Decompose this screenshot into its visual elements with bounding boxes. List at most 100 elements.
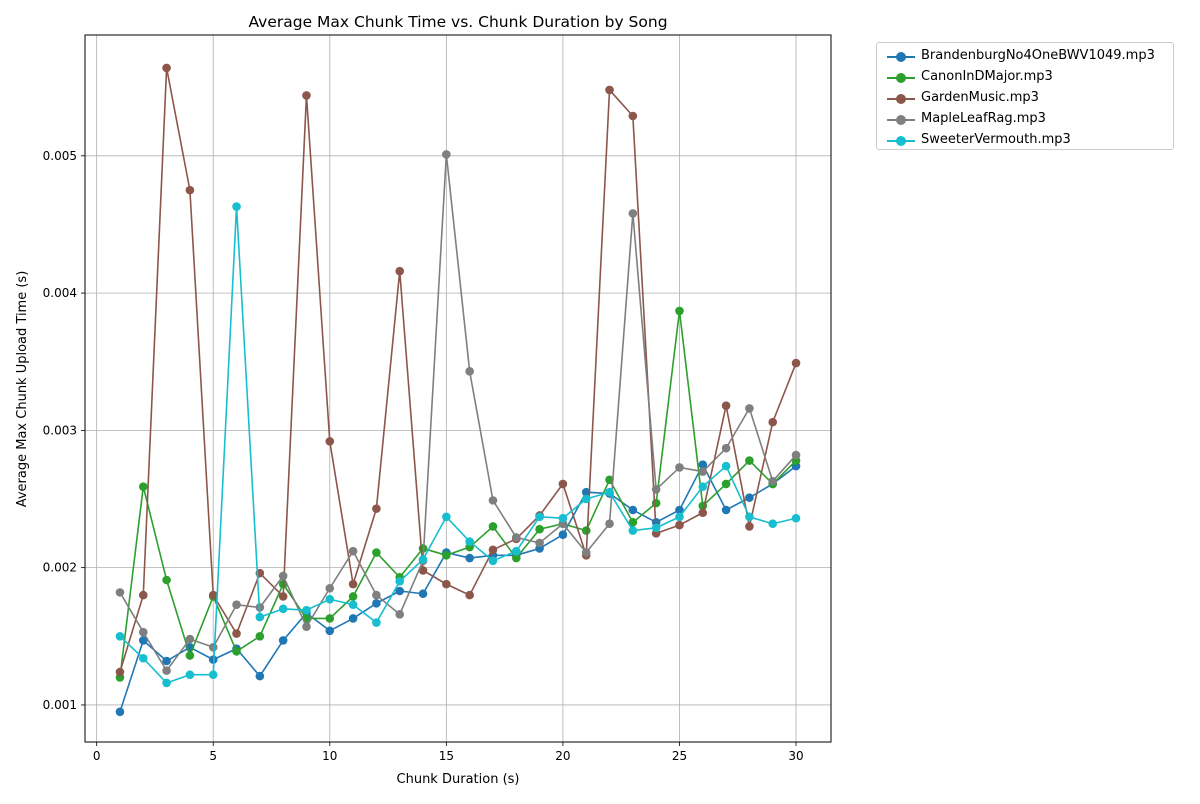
legend-item-brandenburg[interactable]: BrandenburgNo4OneBWV1049.mp3 <box>877 47 1175 67</box>
data-point <box>628 526 638 535</box>
legend-item-garden[interactable]: GardenMusic.mp3 <box>877 89 1175 109</box>
data-point <box>372 590 381 600</box>
data-point <box>465 590 474 600</box>
data-point <box>581 487 591 497</box>
data-point <box>675 306 684 316</box>
x-tick-label: 0 <box>93 749 101 763</box>
data-point <box>488 556 498 566</box>
legend-marker-swatch <box>896 73 906 83</box>
legend-label: BrandenburgNo4OneBWV1049.mp3 <box>921 48 1155 63</box>
data-point <box>325 626 335 636</box>
data-point <box>395 610 405 619</box>
data-point <box>348 600 358 610</box>
data-point <box>418 566 428 575</box>
data-point <box>581 548 591 557</box>
data-point <box>302 622 311 631</box>
data-point <box>675 463 684 472</box>
data-point <box>442 150 451 159</box>
data-point <box>768 519 778 529</box>
data-point <box>651 485 661 494</box>
data-point <box>162 63 171 73</box>
data-point <box>395 266 405 276</box>
data-point <box>628 518 638 527</box>
series-layer <box>115 63 801 717</box>
x-tick-label: 5 <box>209 749 217 763</box>
x-tick-label: 30 <box>788 749 803 763</box>
y-tick-label: 0.003 <box>43 423 77 437</box>
data-point <box>185 185 195 195</box>
data-point <box>115 631 125 641</box>
data-point <box>698 482 708 491</box>
data-point <box>442 550 451 560</box>
data-point <box>721 461 731 471</box>
data-point <box>162 656 171 666</box>
data-point <box>138 482 148 491</box>
legend-marker-swatch <box>896 115 906 125</box>
data-point <box>115 707 125 717</box>
data-point <box>185 634 195 644</box>
data-point <box>465 537 474 546</box>
data-point <box>302 91 311 100</box>
series-group <box>115 150 801 675</box>
legend-item-maple[interactable]: MapleLeafRag.mp3 <box>877 110 1175 130</box>
data-point <box>745 456 754 465</box>
data-point <box>138 636 148 645</box>
data-point <box>372 504 381 513</box>
data-point <box>511 546 521 556</box>
data-point <box>162 666 171 675</box>
data-point <box>372 548 381 557</box>
data-point <box>721 505 731 515</box>
legend-marker-swatch <box>896 136 906 146</box>
data-point <box>208 670 218 680</box>
data-point <box>348 546 358 556</box>
series-line <box>119 205 797 684</box>
data-point <box>605 487 614 497</box>
data-point <box>721 479 731 489</box>
data-point <box>325 614 335 623</box>
data-point <box>791 358 801 368</box>
y-tick-label: 0.001 <box>43 698 77 712</box>
legend-label: SweeterVermouth.mp3 <box>921 132 1071 147</box>
data-point <box>698 467 708 476</box>
data-point <box>232 647 241 656</box>
data-point <box>791 513 801 523</box>
x-tick-label: 10 <box>322 749 337 763</box>
legend-marker-swatch <box>896 94 906 104</box>
data-point <box>465 367 474 376</box>
data-point <box>535 524 544 534</box>
plot-area <box>85 35 831 742</box>
data-point <box>348 579 358 589</box>
data-point <box>558 479 568 489</box>
data-point <box>745 493 754 502</box>
legend-item-sweeter[interactable]: SweeterVermouth.mp3 <box>877 131 1175 151</box>
data-point <box>395 577 405 586</box>
grid-lines <box>85 35 831 742</box>
data-point <box>232 600 241 610</box>
data-point <box>138 627 148 637</box>
y-tick-label: 0.005 <box>43 149 77 163</box>
data-point <box>721 443 731 453</box>
data-point <box>628 505 638 515</box>
data-point <box>605 475 614 485</box>
legend-item-canon[interactable]: CanonInDMajor.mp3 <box>877 68 1175 88</box>
chart-title: Average Max Chunk Time vs. Chunk Duratio… <box>248 13 667 31</box>
legend-label: CanonInDMajor.mp3 <box>921 69 1053 84</box>
data-point <box>255 631 265 641</box>
data-point <box>418 589 428 599</box>
data-point <box>651 523 661 533</box>
data-point <box>721 401 731 410</box>
data-point <box>581 526 591 535</box>
data-point <box>395 586 405 596</box>
data-point <box>418 555 428 564</box>
data-point <box>488 496 498 505</box>
x-axis-label: Chunk Duration (s) <box>397 772 520 787</box>
legend: BrandenburgNo4OneBWV1049.mp3 CanonInDMaj… <box>876 42 1174 150</box>
data-point <box>628 111 638 121</box>
y-tick-label: 0.002 <box>43 561 77 575</box>
data-point <box>115 588 125 597</box>
data-point <box>745 512 754 522</box>
data-point <box>162 678 171 688</box>
data-point <box>442 512 451 522</box>
data-point <box>232 629 241 638</box>
